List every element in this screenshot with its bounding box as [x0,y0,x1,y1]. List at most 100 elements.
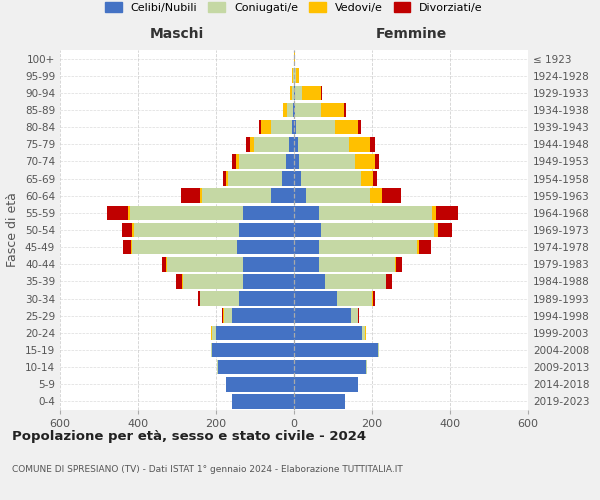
Bar [166,257,167,272]
Bar [386,274,392,288]
Bar [131,240,132,254]
Bar [294,68,296,83]
Bar [223,308,224,323]
Bar [349,137,370,152]
Bar [216,326,294,340]
Bar [107,206,128,220]
Bar [292,68,293,83]
Bar [259,120,261,134]
Bar [434,222,438,238]
Bar [378,342,379,357]
Bar [200,188,202,203]
Bar [211,342,212,357]
Bar [287,102,293,118]
Bar [122,222,132,238]
Bar [222,308,223,323]
Bar [319,240,417,254]
Bar [239,292,294,306]
Bar [223,172,226,186]
Bar [167,257,244,272]
Bar [294,394,344,408]
Bar [286,154,294,168]
Bar [294,360,366,374]
Y-axis label: Anni di nascita: Anni di nascita [599,188,600,271]
Bar [254,137,289,152]
Bar [293,68,294,83]
Bar [162,257,166,272]
Bar [130,206,244,220]
Bar [182,274,183,288]
Bar [211,326,212,340]
Bar [322,222,434,238]
Bar [396,257,402,272]
Bar [375,154,379,168]
Bar [128,206,130,220]
Bar [299,154,355,168]
Bar [361,172,373,186]
Bar [438,222,452,238]
Bar [436,206,458,220]
Bar [134,222,239,238]
Bar [294,342,378,357]
Bar [197,292,200,306]
Bar [132,240,238,254]
Text: Maschi: Maschi [150,26,204,40]
Bar [226,377,294,392]
Bar [232,154,235,168]
Bar [366,360,367,374]
Bar [239,222,294,238]
Bar [292,120,294,134]
Bar [294,308,350,323]
Bar [250,137,254,152]
Bar [358,120,361,134]
Bar [294,326,362,340]
Legend: Celibi/Nubili, Coniugati/e, Vedovi/e, Divorziati/e: Celibi/Nubili, Coniugati/e, Vedovi/e, Di… [101,0,487,18]
Bar [294,240,319,254]
Bar [283,172,294,186]
Bar [319,257,395,272]
Y-axis label: Fasce di età: Fasce di età [7,192,19,268]
Bar [294,120,296,134]
Bar [296,120,335,134]
Bar [365,326,366,340]
Bar [212,342,294,357]
Bar [200,292,239,306]
Bar [355,154,375,168]
Bar [293,102,294,118]
Bar [181,188,200,203]
Bar [344,102,346,118]
Bar [395,257,396,272]
Bar [271,188,294,203]
Bar [337,292,372,306]
Bar [228,172,283,186]
Bar [294,86,295,100]
Bar [294,102,295,118]
Bar [294,206,319,220]
Bar [372,292,373,306]
Bar [306,188,370,203]
Bar [417,240,419,254]
Bar [433,206,436,220]
Bar [294,222,322,238]
Bar [294,377,358,392]
Bar [419,240,431,254]
Bar [202,188,271,203]
Bar [283,102,287,118]
Bar [183,274,244,288]
Bar [298,137,349,152]
Bar [370,137,375,152]
Bar [362,326,365,340]
Bar [294,172,301,186]
Bar [294,52,295,66]
Bar [232,394,294,408]
Bar [382,188,401,203]
Text: Femmine: Femmine [376,26,446,40]
Bar [226,172,228,186]
Bar [373,172,377,186]
Bar [218,360,294,374]
Text: COMUNE DI SPRESIANO (TV) - Dati ISTAT 1° gennaio 2024 - Elaborazione TUTTITALIA.: COMUNE DI SPRESIANO (TV) - Dati ISTAT 1°… [12,465,403,474]
Bar [301,172,361,186]
Bar [176,274,182,288]
Bar [294,154,299,168]
Bar [294,188,306,203]
